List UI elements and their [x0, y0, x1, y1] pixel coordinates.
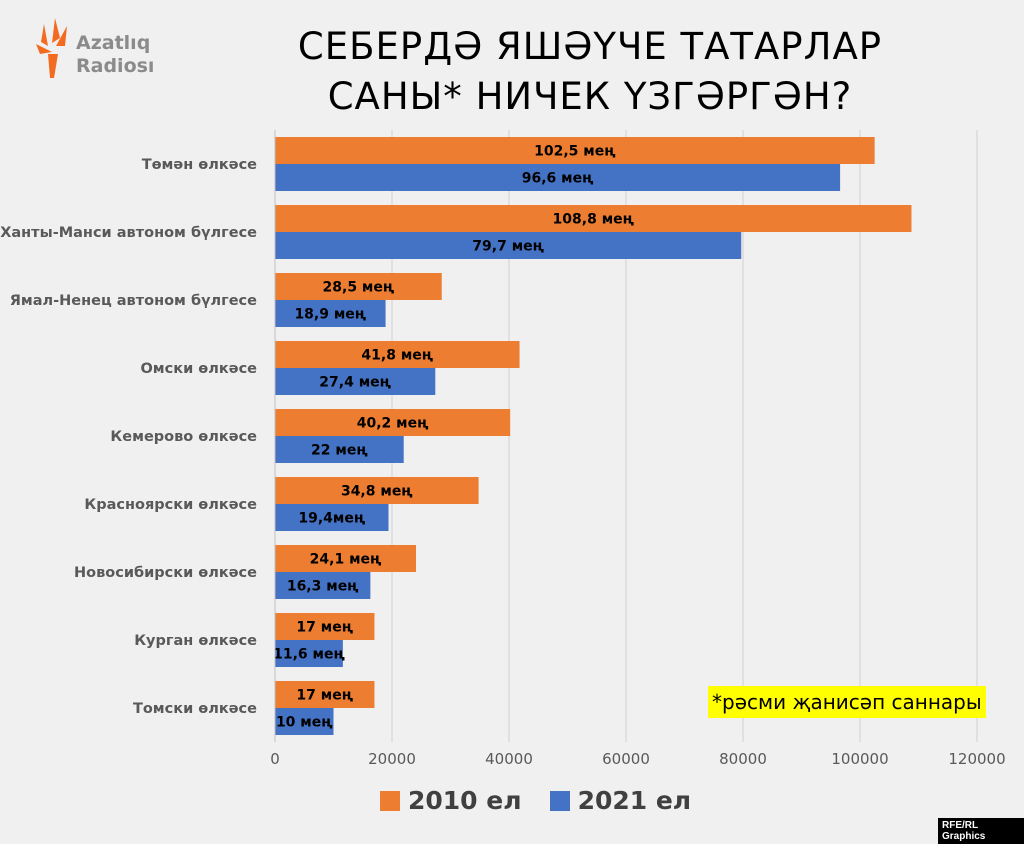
- data-label: 11,6 мең: [273, 647, 345, 663]
- legend-swatch-2010: [380, 790, 400, 811]
- bar-2010: [275, 137, 875, 164]
- category-label: Төмән өлкәсе: [142, 157, 257, 173]
- legend-label-2021: 2021 ел: [577, 786, 692, 815]
- data-label: 17 мең: [296, 620, 353, 636]
- logo-line1: Azatlıq: [76, 32, 151, 54]
- bar-2021: [275, 436, 404, 463]
- bar-2021: [275, 232, 742, 259]
- x-tick-label: 0: [270, 750, 280, 768]
- credit-badge: RFE/RL Graphics: [938, 818, 1024, 844]
- footnote: *рәсми җанисәп саннары: [708, 686, 986, 718]
- data-label: 24,1 мең: [310, 552, 382, 568]
- logo-line2: Radiosı: [76, 55, 155, 77]
- bar-2010: [275, 613, 375, 640]
- bar-2021: [275, 300, 386, 327]
- bar-2021: [275, 504, 389, 531]
- category-label: Красноярски өлкәсе: [84, 497, 257, 513]
- x-tick-label: 20000: [368, 750, 416, 768]
- data-label: 18,9 мең: [294, 307, 366, 323]
- torch-icon: [36, 18, 67, 78]
- data-label: 16,3 мең: [287, 579, 359, 595]
- bar-2021: [275, 368, 436, 395]
- logo-text: Azatlıq Radiosı: [76, 32, 154, 78]
- category-label: Новосибирски өлкәсе: [74, 565, 257, 581]
- bar-2021: [275, 572, 371, 599]
- title-line1: СЕБЕРДӘ ЯШӘҮЧЕ ТАТАРЛАР: [297, 25, 883, 68]
- data-label: 27,4 мең: [319, 375, 391, 391]
- bar-2010: [275, 681, 375, 708]
- category-label: Омски өлкәсе: [140, 361, 257, 377]
- bar-2010: [275, 205, 912, 232]
- x-tick-label: 60000: [602, 750, 650, 768]
- category-label: Ямал-Ненец автоном бүлгесе: [10, 293, 257, 309]
- chart-title: СЕБЕРДӘ ЯШӘҮЧЕ ТАТАРЛАР САНЫ* НИЧЕК ҮЗГӘ…: [250, 22, 930, 122]
- category-label: Ханты-Манси автоном бүлгесе: [0, 225, 257, 241]
- x-tick-label: 80000: [719, 750, 767, 768]
- legend-swatch-2021: [549, 790, 570, 811]
- bar-2010: [275, 273, 442, 300]
- data-label: 41,8 мең: [361, 348, 433, 364]
- x-tick-label: 120000: [948, 750, 1005, 768]
- data-label: 108,8 мең: [553, 212, 634, 228]
- data-label: 28,5 мең: [323, 280, 395, 296]
- title-line2: САНЫ* НИЧЕК ҮЗГӘРГӘН?: [327, 75, 853, 118]
- data-label: 40,2 мең: [357, 416, 429, 432]
- x-tick-label: 40000: [485, 750, 533, 768]
- data-label: 22 мең: [311, 443, 368, 459]
- data-label: 102,5 мең: [534, 144, 615, 160]
- data-label: 79,7 мең: [472, 239, 544, 255]
- bar-2010: [275, 545, 416, 572]
- bar-2010: [275, 341, 520, 368]
- bar-2021: [275, 640, 343, 667]
- x-tick-label: 100000: [831, 750, 888, 768]
- legend-item-2010: 2010 ел: [380, 786, 522, 815]
- bar-2021: [275, 708, 334, 735]
- bar-2021: [275, 164, 841, 191]
- bar-2010: [275, 409, 511, 436]
- data-label: 17 мең: [296, 688, 353, 704]
- legend-item-2021: 2021 ел: [549, 786, 692, 815]
- category-label: Курган өлкәсе: [134, 633, 257, 649]
- data-label: 96,6 мең: [522, 171, 594, 187]
- bar-2010: [275, 477, 479, 504]
- category-label: Томски өлкәсе: [133, 701, 257, 717]
- category-label: Кемерово өлкәсе: [110, 429, 257, 445]
- azatliq-logo: [36, 18, 67, 78]
- data-label: 10 мең: [276, 715, 333, 731]
- legend: 2010 ел 2021 ел: [380, 786, 719, 815]
- legend-label-2010: 2010 ел: [408, 786, 522, 815]
- data-label: 34,8 мең: [341, 484, 413, 500]
- data-label: 19,4мең: [298, 511, 365, 527]
